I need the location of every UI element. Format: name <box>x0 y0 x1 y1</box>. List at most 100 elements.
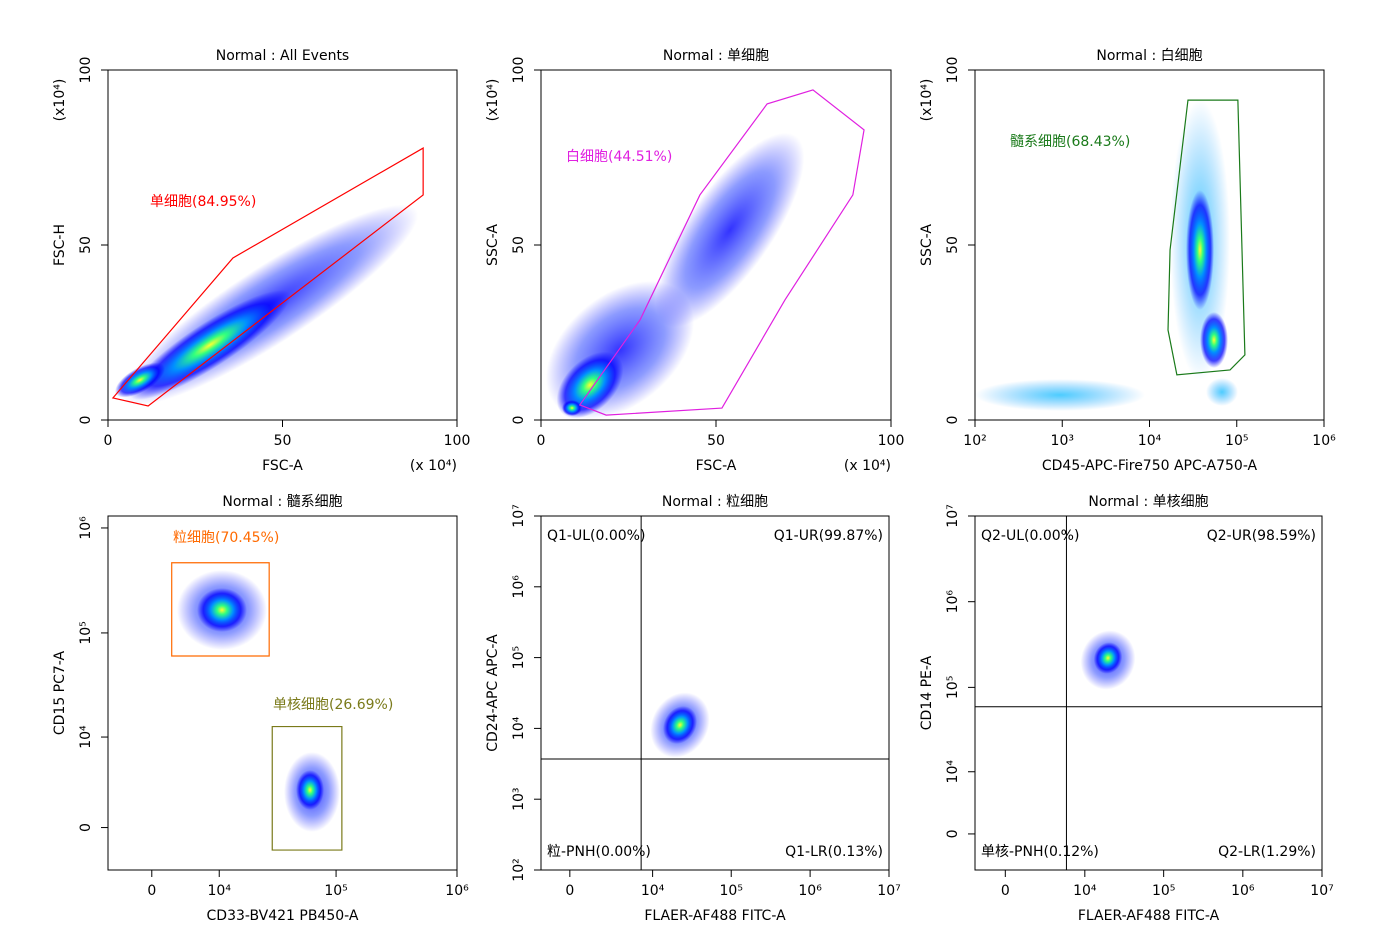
gate <box>1167 99 1246 376</box>
y-tick-label: 10⁴ <box>511 716 527 740</box>
x-tick-label: 10⁶ <box>445 883 469 899</box>
x-axis-label: CD33-BV421 PB450-A <box>207 908 359 924</box>
gate-label: 髓系细胞(68.43%) <box>1010 134 1130 150</box>
gate-label: 白细胞(44.51%) <box>566 149 672 165</box>
x-tick-label: 10³ <box>1051 433 1074 449</box>
x-tick-label: 10⁶ <box>798 883 822 899</box>
density-cloud <box>1093 642 1123 674</box>
x-tick-label: 100 <box>878 433 905 449</box>
y-tick-label: 10⁵ <box>511 646 527 669</box>
gate-label: 单细胞(84.95%) <box>150 194 256 210</box>
x-tick-label: 0 <box>537 433 546 449</box>
panel: Normal : 单细胞 FSC-A SSC-A (x 10⁴) (x10⁴) 0 50 10… <box>485 48 904 474</box>
y-tick-label: 10⁷ <box>511 504 527 527</box>
y-axis-label: SSC-A <box>919 224 935 266</box>
density-cloud <box>655 132 805 328</box>
panel-title: Normal : 髓系细胞 <box>222 494 342 510</box>
x-multiplier: (x 10⁴) <box>844 458 891 474</box>
y-tick-label: 50 <box>78 236 94 254</box>
y-multiplier: (x10⁴) <box>919 79 935 122</box>
density-cloud <box>129 290 291 400</box>
x-tick-label: 10⁵ <box>1225 433 1248 449</box>
panel-title: Normal : 单核细胞 <box>1088 494 1208 510</box>
y-tick-label: 10⁶ <box>78 516 94 540</box>
plot-area <box>650 692 710 758</box>
gate-label: 单核细胞(26.69%) <box>273 697 393 713</box>
x-tick-label: 50 <box>707 433 725 449</box>
panel-title: Normal : 粒细胞 <box>662 494 768 510</box>
x-tick-label: 0 <box>565 883 574 899</box>
quadrant-label: 粒-PNH(0.00%) <box>547 844 651 860</box>
y-tick-label: 10⁴ <box>78 725 94 749</box>
x-tick-label: 10⁴ <box>208 883 232 899</box>
plot-area <box>545 132 805 419</box>
x-tick-label: 10⁴ <box>1073 883 1097 899</box>
gate <box>578 89 865 416</box>
plot-frame <box>974 515 1323 871</box>
density-cloud <box>662 705 698 745</box>
x-tick-label: 0 <box>147 883 156 899</box>
x-tick-label: 50 <box>274 433 292 449</box>
panel: Normal : 粒细胞 FLAER-AF488 FITC-A CD24-APC A… <box>485 494 901 924</box>
panel-title: Normal : 单细胞 <box>663 48 769 64</box>
y-tick-label: 0 <box>945 829 961 838</box>
plot-area <box>115 204 419 406</box>
density-cloud <box>115 362 165 398</box>
x-tick-label: 10⁶ <box>1312 433 1336 449</box>
y-tick-label: 50 <box>945 236 961 254</box>
x-tick-label: 0 <box>104 433 113 449</box>
quadrant-label: Q2-UL(0.00%) <box>981 528 1079 544</box>
x-axis-label: FLAER-AF488 FITC-A <box>1078 908 1220 924</box>
x-tick-label: 10⁵ <box>324 883 347 899</box>
y-tick-label: 10² <box>511 858 527 881</box>
y-axis-label: CD14 PE-A <box>919 655 935 730</box>
x-tick-label: 10⁶ <box>1231 883 1255 899</box>
plot-area <box>975 100 1238 411</box>
y-tick-label: 100 <box>78 57 94 84</box>
plot-frame <box>540 515 890 871</box>
y-axis-label: SSC-A <box>485 224 501 266</box>
x-multiplier: (x 10⁴) <box>410 458 457 474</box>
y-tick-label: 10⁵ <box>945 676 961 699</box>
x-axis-label: CD45-APC-Fire750 APC-A750-A <box>1042 458 1258 474</box>
panel: Normal : 单核细胞 FLAER-AF488 FITC-A CD14 PE-A… <box>919 494 1334 924</box>
x-tick-label: 10⁴ <box>1138 433 1162 449</box>
y-tick-label: 10⁵ <box>78 621 94 644</box>
y-tick-label: 10⁷ <box>945 504 961 527</box>
x-tick-label: 10⁷ <box>877 883 900 899</box>
quadrant-label: Q1-UR(99.87%) <box>774 528 883 544</box>
density-cloud <box>975 379 1145 411</box>
density-cloud <box>197 588 247 632</box>
quadrant-label: Q2-UR(98.59%) <box>1207 528 1316 544</box>
y-tick-label: 0 <box>945 416 961 425</box>
quadrant-label: 单核-PNH(0.12%) <box>981 844 1099 860</box>
y-axis-label: CD24-APC APC-A <box>485 634 501 752</box>
density-cloud <box>1206 378 1238 406</box>
y-tick-label: 10³ <box>511 787 527 810</box>
x-axis-label: FLAER-AF488 FITC-A <box>644 908 786 924</box>
y-tick-label: 100 <box>945 57 961 84</box>
density-cloud <box>1186 190 1214 310</box>
gate-label: 粒细胞(70.45%) <box>173 530 279 546</box>
x-axis-label: FSC-A <box>262 458 303 474</box>
y-axis-label: CD15 PC7-A <box>52 650 68 735</box>
y-tick-label: 100 <box>511 57 527 84</box>
x-tick-label: 100 <box>444 433 471 449</box>
y-multiplier: (x10⁴) <box>52 79 68 122</box>
panel-title: Normal : All Events <box>216 48 349 64</box>
density-cloud <box>1200 312 1228 368</box>
y-tick-label: 10⁶ <box>511 575 527 599</box>
panel-title: Normal : 白细胞 <box>1096 48 1202 64</box>
y-tick-label: 10⁶ <box>945 590 961 614</box>
plot-area <box>177 570 340 832</box>
x-tick-label: 10⁵ <box>1152 883 1175 899</box>
y-tick-label: 0 <box>511 416 527 425</box>
density-cloud <box>562 400 582 416</box>
y-tick-label: 0 <box>78 416 94 425</box>
panel: Normal : 髓系细胞 CD33-BV421 PB450-A CD15 PC7-… <box>52 494 469 924</box>
gate <box>271 725 343 851</box>
x-tick-label: 10⁴ <box>641 883 665 899</box>
